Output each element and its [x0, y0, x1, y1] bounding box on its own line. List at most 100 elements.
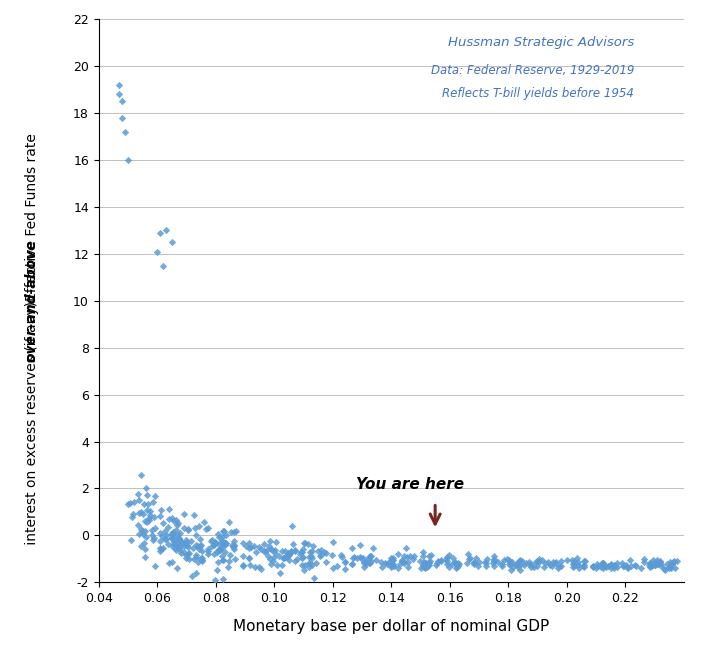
Point: [307, 560, 318, 571]
Point: [386, 562, 397, 572]
Point: [223, 556, 235, 566]
Point: [209, 536, 220, 547]
Point: [194, 543, 205, 554]
Point: [279, 546, 290, 556]
Point: [179, 539, 190, 549]
Point: [145, 510, 156, 521]
Point: [359, 558, 370, 568]
Point: [222, 562, 233, 573]
Point: [394, 559, 405, 569]
Point: [432, 556, 443, 566]
Point: [504, 557, 515, 567]
Point: [168, 536, 180, 547]
Point: [184, 548, 195, 558]
Point: [263, 541, 274, 551]
Point: [172, 543, 183, 553]
Point: [347, 559, 358, 569]
Point: [625, 561, 637, 571]
Point: [149, 512, 160, 522]
Point: [237, 538, 248, 548]
Point: [400, 542, 412, 553]
Point: [266, 545, 278, 555]
Point: [212, 547, 223, 558]
Point: [181, 537, 192, 547]
Point: [248, 541, 259, 551]
Point: [149, 561, 160, 571]
Point: [598, 558, 609, 568]
Point: [663, 562, 674, 572]
Point: [488, 561, 499, 571]
Point: [654, 557, 666, 567]
Point: [514, 560, 525, 570]
Point: [567, 554, 578, 565]
Point: [555, 561, 566, 571]
Point: [510, 559, 522, 569]
Point: [124, 498, 135, 508]
Point: [336, 550, 347, 560]
Point: [551, 556, 562, 567]
Point: [269, 545, 281, 555]
Point: [214, 540, 226, 551]
Point: [128, 496, 139, 507]
Point: [423, 560, 434, 570]
Point: [128, 509, 139, 519]
Point: [595, 562, 606, 572]
Point: [157, 518, 168, 529]
Point: [663, 562, 675, 573]
Point: [452, 558, 463, 568]
Point: [283, 550, 295, 560]
Point: [164, 557, 175, 567]
Point: [608, 560, 620, 570]
Point: [579, 556, 590, 566]
Point: [219, 539, 230, 549]
Point: [186, 571, 197, 581]
Point: [651, 558, 663, 568]
Point: [218, 555, 229, 565]
Point: [231, 525, 242, 536]
Point: [171, 525, 182, 536]
Point: [186, 536, 197, 547]
Point: [643, 560, 654, 570]
Point: [218, 536, 229, 546]
Point: [656, 561, 667, 571]
Point: [664, 557, 675, 567]
Point: [644, 558, 656, 569]
Point: [645, 558, 656, 568]
Point: [622, 562, 633, 572]
Point: [275, 567, 286, 578]
Point: [462, 549, 474, 559]
Point: [539, 558, 551, 568]
Point: [140, 483, 152, 494]
Point: [286, 520, 298, 531]
Point: [669, 556, 680, 566]
Point: [496, 559, 508, 569]
Point: [352, 553, 363, 563]
Point: [364, 558, 375, 568]
Point: [365, 556, 376, 566]
Point: [202, 546, 214, 556]
Point: [346, 558, 357, 569]
Point: [149, 491, 161, 501]
Point: [258, 546, 269, 556]
Point: [578, 560, 589, 571]
Point: [223, 517, 235, 527]
Point: [314, 551, 326, 561]
Point: [408, 551, 419, 561]
Point: [213, 529, 224, 539]
Point: [140, 532, 151, 542]
Point: [512, 560, 523, 570]
Point: [191, 567, 202, 578]
Point: [190, 530, 202, 540]
Point: [618, 561, 629, 571]
Point: [638, 556, 649, 567]
Point: [218, 555, 229, 565]
Point: [496, 560, 508, 571]
Point: [210, 538, 221, 548]
Point: [489, 555, 500, 565]
Point: [571, 553, 582, 563]
Point: [388, 553, 399, 564]
Point: [166, 237, 178, 247]
Point: [503, 555, 515, 565]
Point: [139, 543, 150, 554]
Point: [568, 562, 579, 572]
